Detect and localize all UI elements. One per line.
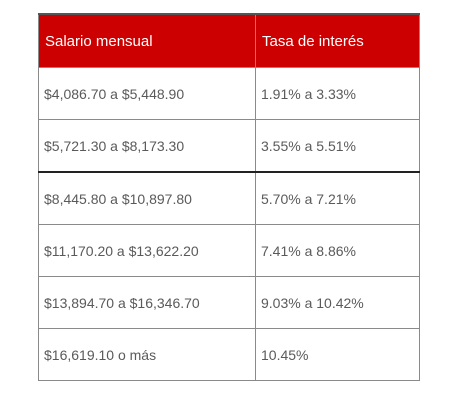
table-header: Salario mensual Tasa de interés [38,13,420,68]
header-rate: Tasa de interés [255,13,420,68]
salary-rate-table: Salario mensual Tasa de interés $4,086.7… [38,13,420,381]
salary-cell: $11,170.20 a $13,622.20 [38,224,256,277]
table-row: $13,894.70 a $16,346.70 9.03% a 10.42% [38,276,420,329]
rate-cell: 1.91% a 3.33% [255,67,420,120]
rate-cell: 3.55% a 5.51% [255,119,420,173]
rate-cell: 5.70% a 7.21% [255,171,420,225]
table-body: $4,086.70 a $5,448.90 1.91% a 3.33% $5,7… [38,67,420,381]
salary-cell: $13,894.70 a $16,346.70 [38,276,256,329]
salary-cell: $8,445.80 a $10,897.80 [38,171,256,225]
table-row: $8,445.80 a $10,897.80 5.70% a 7.21% [38,171,420,225]
table-row: $16,619.10 o más 10.45% [38,328,420,381]
table-row: $5,721.30 a $8,173.30 3.55% a 5.51% [38,119,420,173]
rate-cell: 10.45% [255,328,420,381]
header-salary: Salario mensual [38,13,256,68]
table-row: $11,170.20 a $13,622.20 7.41% a 8.86% [38,224,420,277]
header-row: Salario mensual Tasa de interés [38,13,420,68]
rate-cell: 7.41% a 8.86% [255,224,420,277]
salary-cell: $5,721.30 a $8,173.30 [38,119,256,173]
rate-cell: 9.03% a 10.42% [255,276,420,329]
salary-cell: $4,086.70 a $5,448.90 [38,67,256,120]
table-row: $4,086.70 a $5,448.90 1.91% a 3.33% [38,67,420,120]
salary-cell: $16,619.10 o más [38,328,256,381]
